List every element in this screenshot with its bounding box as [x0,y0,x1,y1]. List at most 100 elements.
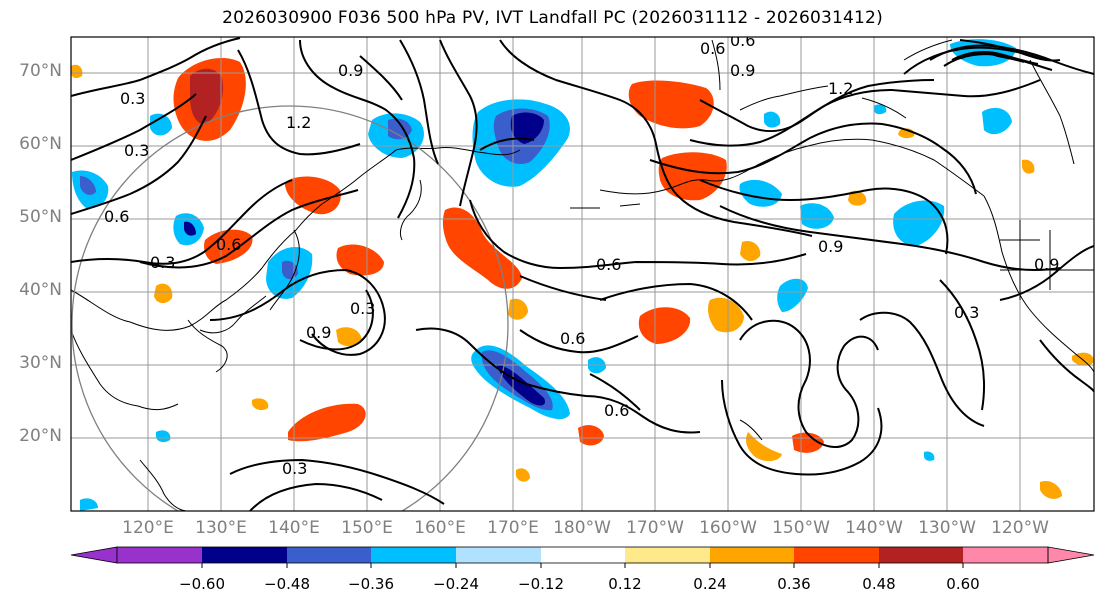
negative-anomaly-patch [510,112,544,144]
contour-label: 0.9 [306,323,331,342]
pv-contours [71,37,1094,511]
colorbar-segment [879,547,963,563]
contour-label: 0.6 [560,329,585,348]
weak-positive-patch [848,190,867,206]
lon-label-120w: 120°W [991,518,1049,538]
colorbar-tick-label: −0.48 [264,575,310,593]
positive-anomaly-patch [284,176,341,215]
negative-anomaly-patch [874,104,887,115]
positive-anomaly-patch [658,152,727,201]
negative-anomaly-patch [777,278,808,312]
weak-positive-patch [740,240,761,262]
positive-anomaly-patch [638,307,691,344]
contour-label: 0.9 [818,237,843,256]
landfall-radius-circle [71,105,509,511]
negative-anomaly-patch [924,451,935,461]
negative-anomaly-patch [184,221,196,236]
negative-anomaly-patch [80,176,96,195]
contour-label: 0.6 [596,255,621,274]
contour-label: 0.6 [216,235,241,254]
map-title: 2026030900 F036 500 hPa PV, IVT Landfall… [222,8,883,28]
lon-label-120e: 120°E [122,518,174,538]
contour-label: 1.2 [828,79,853,98]
negative-anomaly-patch [150,113,172,136]
negative-anomaly-patch [982,107,1012,135]
weak-positive-patch [708,297,744,333]
lon-label-150e: 150°E [341,518,393,538]
weak-positive-patch [252,398,269,411]
colorbar-segment [963,547,1048,563]
colorbar-segment [794,547,879,563]
contour-label: 1.2 [286,113,311,132]
colorbar-tick-label: 0.24 [693,575,727,593]
negative-anomaly-patch [156,430,171,443]
contour-label: 0.3 [124,141,149,160]
contour-label: 0.3 [120,89,145,108]
colorbar-tick-label: 0.12 [608,575,642,593]
negative-anomaly-patch [764,111,781,128]
negative-anomaly-patch [739,179,782,207]
negative-anomaly-patch [893,200,945,246]
lat-label-40n: 40°N [19,280,62,300]
colorbar-min-extend [70,546,118,564]
negative-anomaly-patch [800,203,834,229]
weak-positive-patch [71,64,83,79]
lat-label-20n: 20°N [19,426,62,446]
lon-label-130e: 130°E [195,518,247,538]
weak-positive-patch [1072,352,1094,366]
colorbar-segment [287,547,371,563]
colorbar-tick-label: 0.36 [777,575,811,593]
lat-label-70n: 70°N [19,61,62,81]
lat-label-50n: 50°N [19,207,62,227]
contour-label: 0.9 [338,61,363,80]
colorbar-segment [625,547,710,563]
colorbar-tick-label: −0.12 [518,575,564,593]
map-frame [70,36,1095,512]
lon-label-160w: 160°W [699,518,757,538]
colorbar-segment [371,547,456,563]
contour-label: 0.9 [1034,255,1059,274]
lat-label-60n: 60°N [19,134,62,154]
colorbar-tick-label: 0.48 [862,575,896,593]
lon-label-180w: 180°W [553,518,611,538]
positive-anomaly-patch [336,244,384,276]
weak-positive-patch [1040,480,1062,499]
contour-label: 0.6 [730,31,755,50]
lat-label-30n: 30°N [19,353,62,373]
contour-label: 0.3 [150,253,175,272]
weak-positive-patch [154,283,173,304]
colorbar-tick-label: −0.24 [433,575,479,593]
colorbar-segment [202,547,287,563]
lon-label-160e: 160°E [414,518,466,538]
positive-anomaly-patch [190,68,224,125]
positive-anomaly-patch [578,425,604,446]
contour-labels: 0.3 0.3 0.6 0.3 0.6 0.9 1.2 0.9 0.6 0.9 … [104,31,1059,478]
positive-anomaly-patch [442,207,522,289]
lon-label-150w: 150°W [772,518,830,538]
contour-label: 0.6 [700,39,725,58]
positive-anomaly-patch [204,229,253,264]
contour-label: 0.6 [104,207,129,226]
positive-anomaly-patch [628,80,714,129]
weak-positive-patch [746,432,782,462]
colorbar-segment [117,547,202,563]
colorbar-segment [710,547,794,563]
lon-label-140w: 140°W [845,518,903,538]
contour-label: 0.3 [350,299,375,318]
contour-label: 0.3 [954,303,979,322]
lon-label-130w: 130°W [918,518,976,538]
weak-positive-patch [1022,159,1035,174]
colorbar-tick-label: −0.60 [179,575,225,593]
contour-label: 0.3 [282,459,307,478]
weak-positive-patch [336,327,362,347]
weak-positive-patch [508,298,528,320]
negative-anomaly-patch [80,498,98,511]
lon-label-140e: 140°E [268,518,320,538]
weak-positive-patch [516,468,530,482]
colorbar-max-extend [1047,546,1095,564]
lon-label-170e: 170°E [487,518,539,538]
positive-anomaly-patch [288,403,366,442]
coastlines [71,39,1094,511]
contour-label: 0.9 [730,61,755,80]
